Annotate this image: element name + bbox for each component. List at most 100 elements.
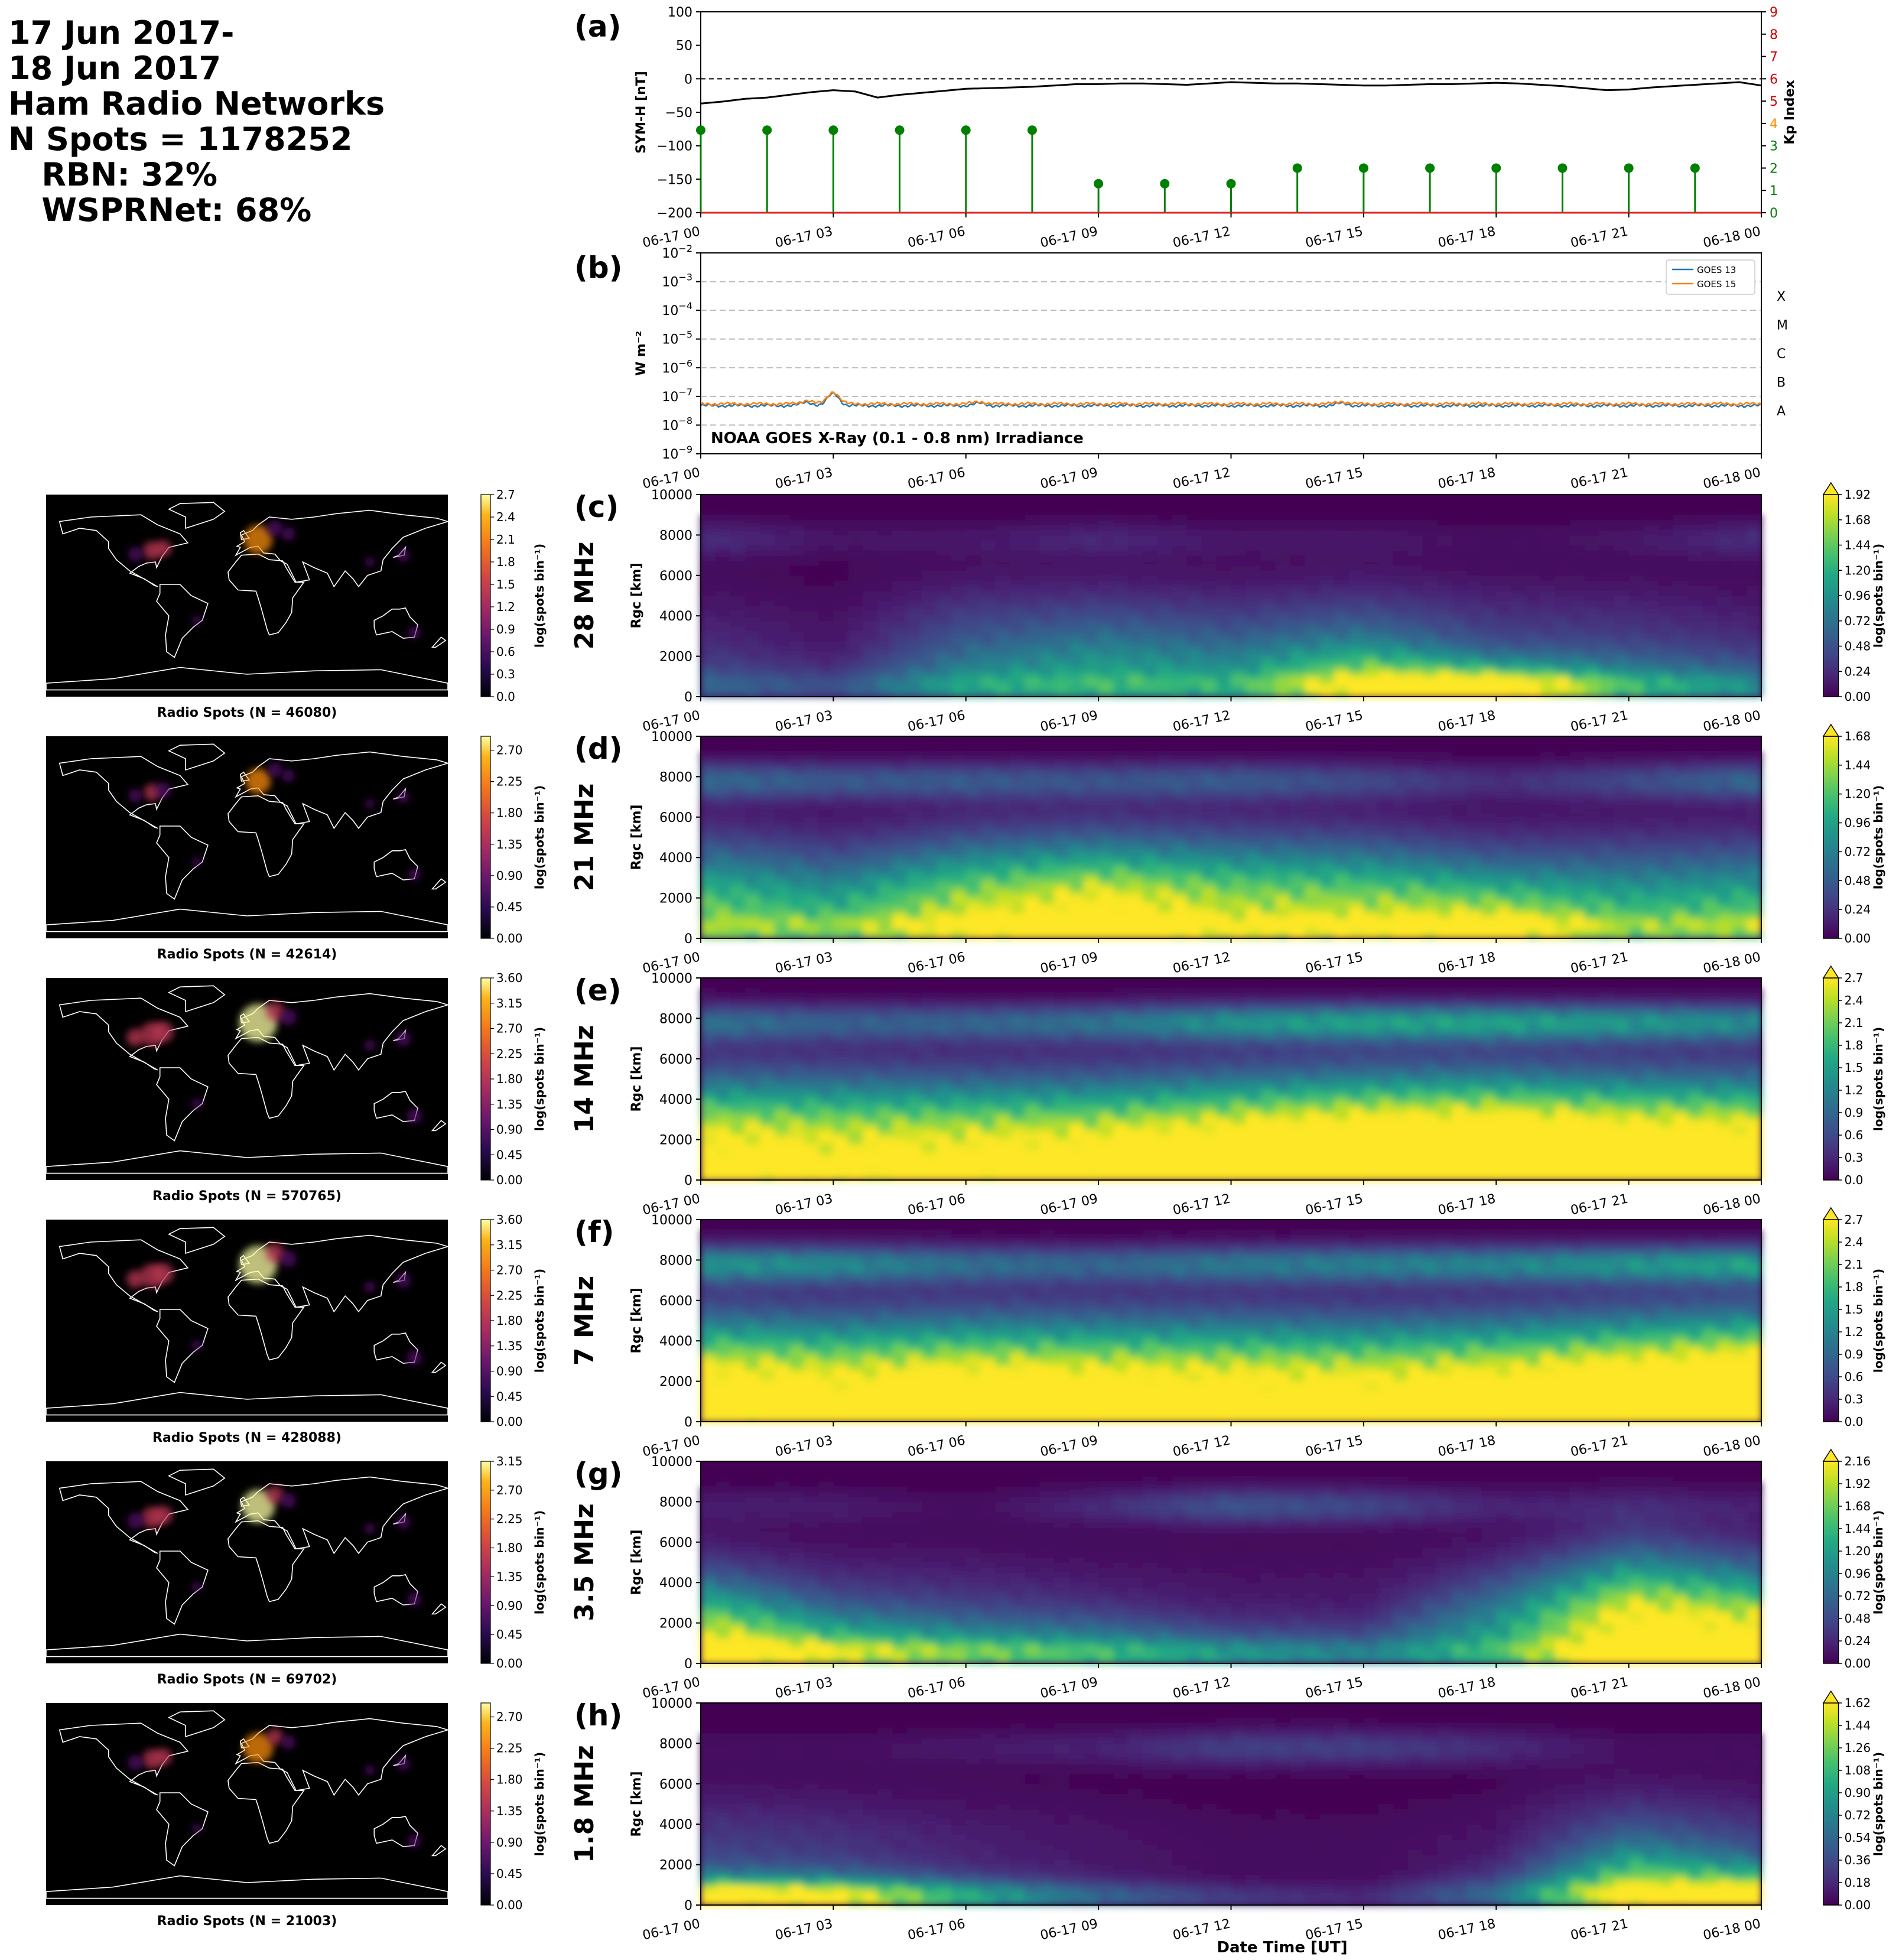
heatmap-cell: [922, 525, 937, 530]
heatmap-cell: [1349, 565, 1364, 571]
heatmap-cell: [1629, 586, 1644, 591]
heatmap-cell: [981, 772, 996, 777]
heatmap-cell: [892, 863, 908, 868]
heatmap-cell: [701, 918, 716, 924]
heatmap-cell: [1202, 591, 1217, 596]
heatmap-cell: [1644, 671, 1659, 677]
heatmap-cell: [789, 918, 805, 924]
heatmap-cell: [1496, 535, 1511, 540]
heatmap-cell: [1378, 565, 1394, 571]
map-colorbar-tick-label: 1.35: [496, 1804, 523, 1818]
heatmap-cell: [1187, 570, 1202, 576]
heatmap-cell: [848, 802, 863, 807]
heatmap-cell: [1570, 606, 1585, 611]
heatmap-cell: [1246, 555, 1261, 561]
heatmap-cell: [1364, 853, 1379, 858]
heatmap-cell: [1452, 636, 1468, 641]
heatmap-cell: [1614, 535, 1630, 540]
heatmap-cell: [1025, 752, 1040, 757]
heatmap-cell: [1629, 576, 1644, 581]
map-colorbar: [481, 495, 490, 697]
heatmap-cell: [760, 772, 775, 777]
heatmap-cell: [1275, 843, 1290, 848]
heatmap-cell: [1747, 651, 1762, 656]
heatmap-cell: [1393, 817, 1409, 823]
heatmap-cell: [1202, 766, 1217, 772]
heatmap-cell: [892, 535, 908, 540]
heatmap-cell: [701, 913, 716, 918]
heatmap-cell: [1172, 530, 1188, 535]
heatmap-cell: [1025, 802, 1040, 807]
heatmap-cell: [1098, 888, 1114, 893]
heatmap-cell: [1010, 833, 1026, 838]
heatmap-cell: [775, 671, 790, 677]
map-colorbar-tick-label: 0.00: [496, 1415, 523, 1429]
heatmap-cell: [745, 611, 760, 616]
heatmap-cell: [1687, 677, 1703, 682]
heatmap-cell: [1290, 772, 1305, 777]
heatmap-cell: [1025, 606, 1040, 611]
heatmap-cell: [775, 873, 790, 878]
heatmap-cell: [701, 787, 716, 792]
heatmap-cell: [951, 646, 967, 652]
heatmap-cell: [1275, 893, 1290, 898]
kp-marker: [1160, 179, 1169, 188]
heatmap-cell: [1334, 565, 1350, 571]
heatmap-cell: [1039, 550, 1055, 555]
heatmap-cell: [1305, 817, 1320, 823]
heatmap-cell: [1511, 681, 1526, 687]
heatmap-cell: [1364, 586, 1379, 591]
heatmap-cell: [1069, 601, 1084, 606]
heatmap-cell: [716, 847, 731, 853]
heatmap-cell: [1599, 580, 1615, 586]
heatmap-cell: [1452, 873, 1468, 878]
heatmap-cell: [996, 893, 1011, 898]
heatmap-cell: [951, 621, 967, 626]
heatmap-cell: [760, 857, 775, 863]
heatmap-cell: [1334, 792, 1350, 797]
heatmap-cell: [1128, 681, 1143, 687]
heatmap-cell: [775, 812, 790, 817]
heatmap-cell: [1246, 550, 1261, 555]
heatmap-cell: [1438, 545, 1453, 551]
heatmap-cell: [701, 812, 716, 817]
heatmap-cell: [1054, 641, 1069, 646]
panel-a-x-tick-label: 06-17 09: [1039, 224, 1099, 251]
spot-density-cluster: [128, 547, 143, 561]
heatmap-cell: [1054, 545, 1069, 551]
heatmap-cell: [1084, 687, 1099, 692]
world-map-f: Radio Spots (N = 428088)0.000.450.901.35…: [46, 1213, 547, 1445]
heatmap-cell: [1275, 888, 1290, 893]
heatmap-cell: [1393, 535, 1409, 540]
heatmap-cell: [1481, 762, 1497, 767]
heatmap-cell: [1334, 667, 1350, 672]
heatmap-cell: [789, 792, 805, 797]
heatmap-cell: [863, 621, 878, 626]
heatmap-cell: [1481, 787, 1497, 792]
map-colorbar: [481, 1461, 490, 1663]
heatmap-cell: [1260, 903, 1276, 908]
heatmap-cell: [951, 843, 967, 848]
heatmap-cell: [1423, 863, 1438, 868]
heatmap-cell: [1319, 776, 1335, 782]
heatmap-cell: [1673, 656, 1688, 662]
heatmap-cell: [1054, 586, 1069, 591]
heatmap-cell: [1540, 611, 1556, 616]
heatmap-cell: [1231, 626, 1247, 631]
spot-density-cluster: [153, 1022, 174, 1042]
heatmap-cell: [1423, 843, 1438, 848]
heatmap-cell: [1334, 923, 1350, 928]
heatmap-cell: [1496, 918, 1511, 924]
heatmap-cell: [1540, 525, 1556, 530]
heatmap-cell: [951, 776, 967, 782]
heatmap-cell: [1393, 802, 1409, 807]
heatmap-cell: [818, 903, 834, 908]
heatmap-cell: [1098, 807, 1114, 812]
heatmap-cell: [1555, 606, 1570, 611]
heatmap-cell: [775, 667, 790, 672]
heatmap-cell: [1275, 677, 1290, 682]
heatmap-cell: [907, 671, 922, 677]
heatmap-cell: [1084, 776, 1099, 782]
heatmap-cell: [922, 671, 937, 677]
heatmap-cell: [1481, 797, 1497, 802]
